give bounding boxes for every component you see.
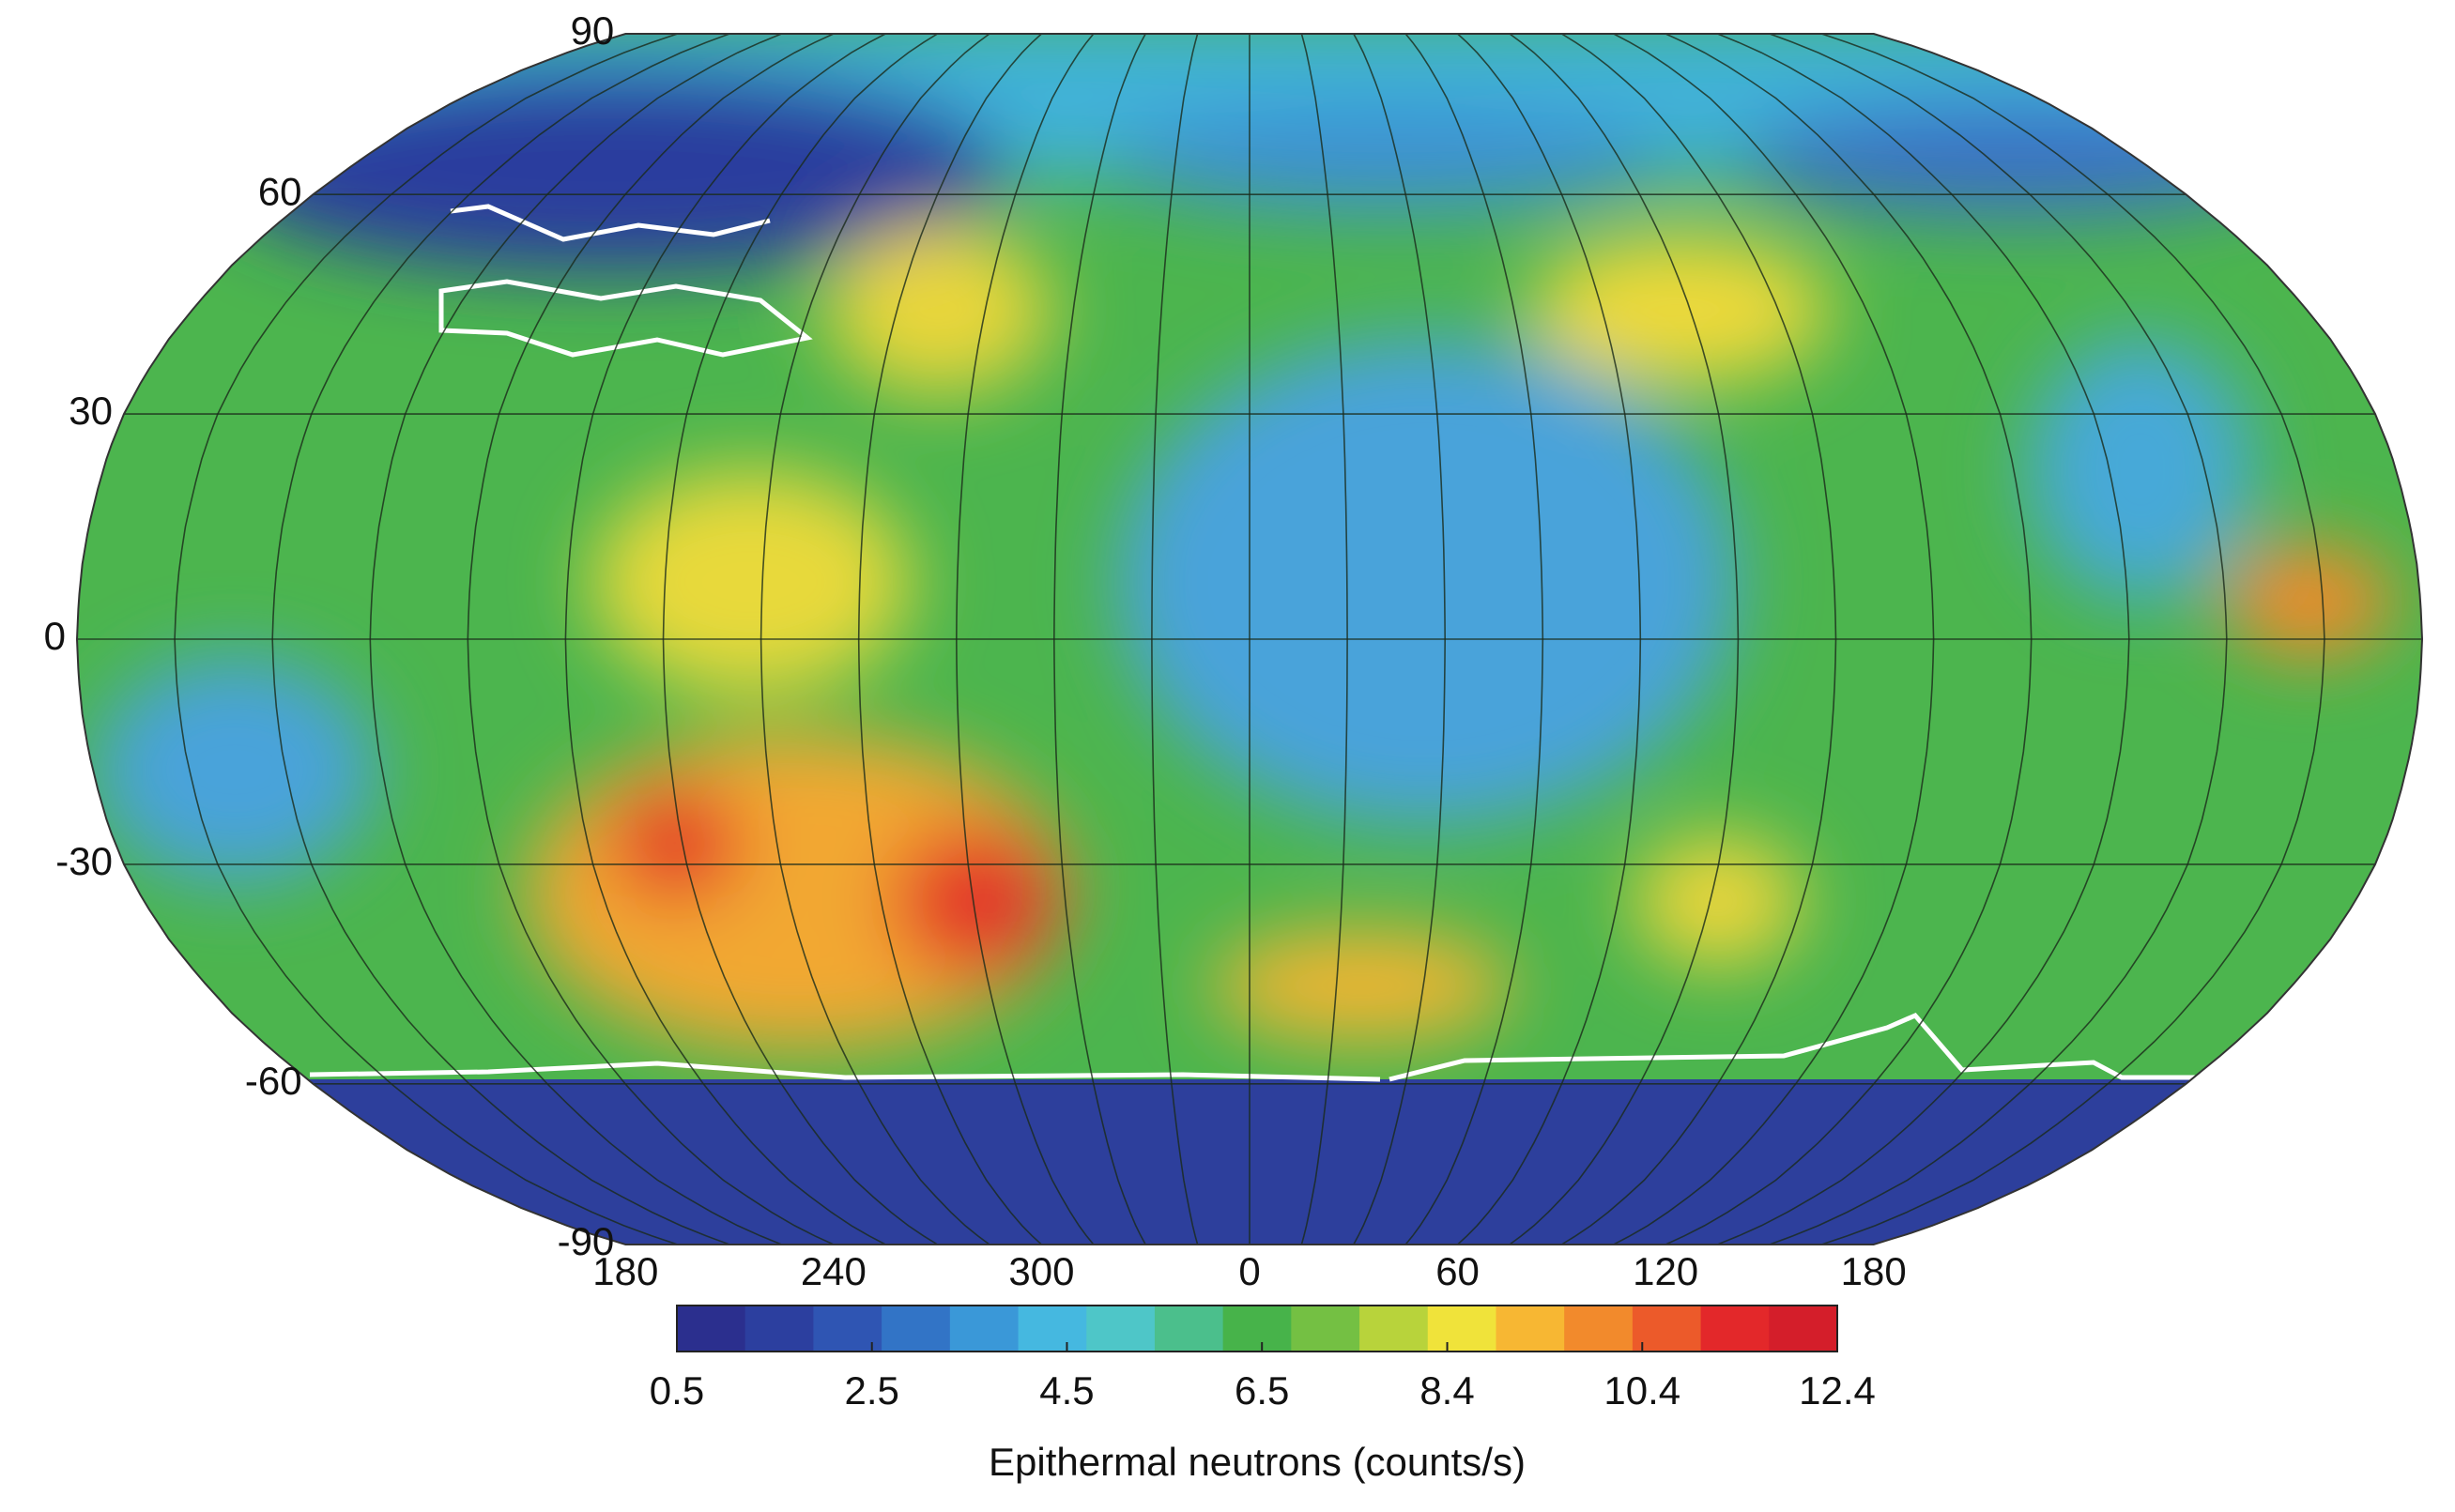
longitude-label: 0 — [1238, 1249, 1260, 1293]
latitude-label: -60 — [245, 1059, 302, 1103]
colorbar-segment — [1564, 1306, 1634, 1352]
longitude-label: 180 — [1841, 1249, 1907, 1293]
colorbar-segment — [744, 1306, 814, 1352]
longitude-label: 60 — [1435, 1249, 1480, 1293]
latitude-label: 90 — [571, 8, 615, 53]
latitude-label: -30 — [55, 839, 113, 883]
latitude-label: 30 — [69, 389, 113, 433]
colorbar-tick-label: 6.5 — [1235, 1368, 1289, 1413]
colorbar-segment — [677, 1306, 746, 1352]
colorbar-tick-label: 2.5 — [845, 1368, 899, 1413]
colorbar-tick-label: 8.4 — [1419, 1368, 1474, 1413]
colorbar-tick-label: 12.4 — [1799, 1368, 1876, 1413]
colorbar-frame — [676, 1305, 1838, 1352]
longitude-label: 240 — [801, 1249, 867, 1293]
colorbar-segment — [813, 1306, 882, 1352]
latitude-label: 0 — [44, 614, 66, 658]
colorbar-segment — [1427, 1306, 1496, 1352]
colorbar-segment — [1769, 1306, 1838, 1352]
neutron-map — [77, 34, 2422, 1245]
longitude-label: 300 — [1008, 1249, 1074, 1293]
colorbar-tick-label: 10.4 — [1603, 1368, 1680, 1413]
colorbar-segment — [1086, 1306, 1156, 1352]
colorbar-segment — [1154, 1306, 1224, 1352]
colorbar-segment — [1291, 1306, 1360, 1352]
longitude-label: 120 — [1633, 1249, 1698, 1293]
colorbar-segment — [1700, 1306, 1770, 1352]
colorbar-segment — [1632, 1306, 1702, 1352]
colorbar-segment — [1018, 1306, 1087, 1352]
colorbar-tick-label: 4.5 — [1039, 1368, 1094, 1413]
colorbar-tick-label: 0.5 — [650, 1368, 704, 1413]
colorbar-title: Epithermal neutrons (counts/s) — [989, 1440, 1526, 1484]
colorbar-segment — [1359, 1306, 1429, 1352]
latitude-label: 60 — [258, 169, 302, 213]
colorbar-segment — [1496, 1306, 1565, 1352]
colorbar-segment — [882, 1306, 951, 1352]
longitude-label: 180 — [592, 1249, 658, 1293]
map-outline — [75, 33, 2424, 1245]
colorbar-segment — [949, 1306, 1020, 1352]
colorbar-segment — [1222, 1306, 1292, 1352]
latitude-label: -90 — [558, 1219, 615, 1263]
